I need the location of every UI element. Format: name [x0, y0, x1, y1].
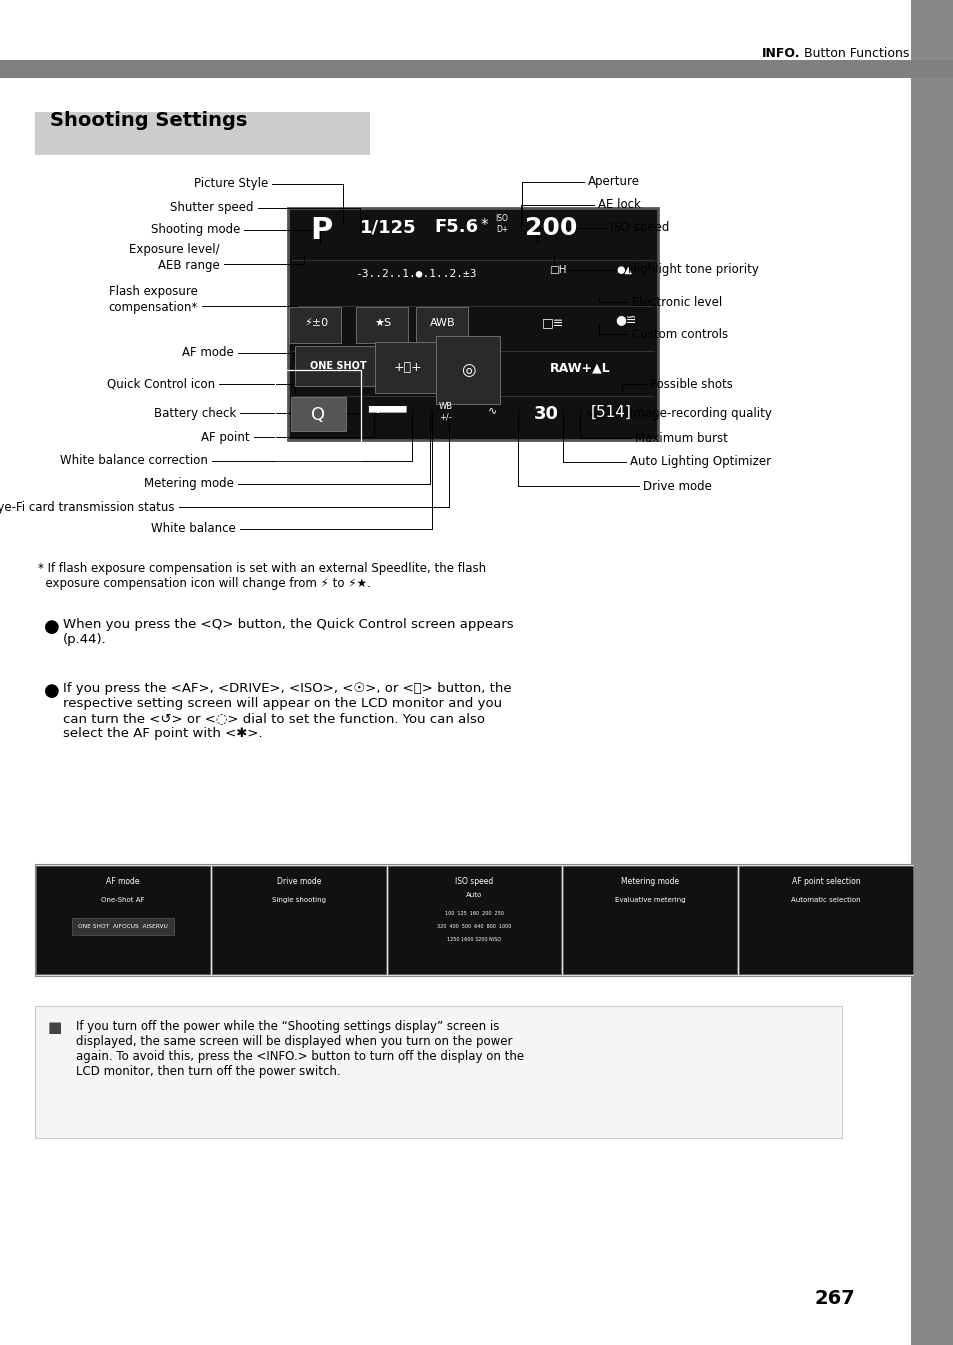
Text: D+: D+: [496, 225, 508, 234]
Text: Single shooting: Single shooting: [272, 897, 325, 902]
Text: 1/125: 1/125: [359, 218, 416, 235]
Text: Eye-Fi card transmission status: Eye-Fi card transmission status: [0, 500, 174, 514]
Text: -3..2..1.●.1..2.±3: -3..2..1.●.1..2.±3: [355, 268, 476, 278]
Text: When you press the <Q> button, the Quick Control screen appears
(p.44).: When you press the <Q> button, the Quick…: [63, 617, 513, 646]
Text: Drive mode: Drive mode: [276, 877, 320, 886]
Text: If you turn off the power while the “Shooting settings display” screen is
displa: If you turn off the power while the “Sho…: [76, 1020, 523, 1077]
Text: 267: 267: [814, 1289, 855, 1307]
Text: Evaluative metering: Evaluative metering: [615, 897, 685, 902]
Text: □H: □H: [549, 265, 566, 274]
Text: +⌖+: +⌖+: [394, 360, 422, 374]
Text: Custom controls: Custom controls: [631, 327, 727, 340]
Text: ◎: ◎: [460, 360, 475, 379]
Text: AWB: AWB: [430, 317, 456, 328]
Text: AF point selection: AF point selection: [791, 877, 860, 886]
Text: ONE SHOT: ONE SHOT: [310, 360, 366, 371]
FancyBboxPatch shape: [289, 307, 340, 343]
Text: Shutter speed: Shutter speed: [171, 202, 253, 214]
Text: Maximum burst: Maximum burst: [635, 432, 727, 444]
Text: Automatic selection: Automatic selection: [790, 897, 860, 902]
Text: INFO.: INFO.: [761, 47, 800, 61]
Bar: [387, 866, 560, 974]
Bar: [35, 863, 913, 976]
Text: ISO: ISO: [495, 214, 508, 223]
Text: Aperture: Aperture: [587, 175, 639, 188]
Text: ISO speed: ISO speed: [455, 877, 493, 886]
FancyBboxPatch shape: [355, 307, 408, 343]
Text: ●: ●: [44, 617, 60, 636]
Text: ⚡±0: ⚡±0: [304, 317, 328, 328]
Bar: [563, 866, 737, 974]
Text: Quick Control icon: Quick Control icon: [107, 378, 214, 390]
Bar: [288, 208, 658, 440]
Text: Shooting mode: Shooting mode: [151, 223, 240, 237]
Text: Battery check: Battery check: [153, 406, 235, 420]
Text: AE lock: AE lock: [598, 199, 640, 211]
Text: White balance correction: White balance correction: [60, 455, 208, 468]
Text: RAW+▲L: RAW+▲L: [549, 360, 610, 374]
Bar: [0, 61, 953, 78]
Text: AF mode: AF mode: [182, 347, 233, 359]
Text: Button Functions: Button Functions: [800, 47, 908, 61]
Text: Picture Style: Picture Style: [193, 178, 268, 191]
Text: ●▲: ●▲: [616, 265, 631, 274]
Text: White balance: White balance: [152, 522, 235, 535]
Text: ●≌: ●≌: [615, 313, 636, 327]
Text: 100  125  160  200  250: 100 125 160 200 250: [445, 911, 503, 916]
Text: ★S: ★S: [374, 317, 391, 328]
Text: ▀▀▀▀: ▀▀▀▀: [367, 405, 406, 418]
Bar: [212, 866, 385, 974]
Bar: [910, 0, 953, 1345]
Text: 30: 30: [533, 405, 558, 422]
Text: Flash exposure: Flash exposure: [109, 285, 198, 299]
Text: □≡: □≡: [541, 316, 563, 330]
Text: * If flash exposure compensation is set with an external Speedlite, the flash
  : * If flash exposure compensation is set …: [38, 562, 486, 590]
Text: [514]: [514]: [590, 405, 631, 420]
Text: AF point: AF point: [201, 430, 250, 444]
Text: Auto Lighting Optimizer: Auto Lighting Optimizer: [629, 456, 770, 468]
Text: Auto: Auto: [466, 892, 482, 898]
Text: Shooting Settings: Shooting Settings: [50, 112, 247, 130]
Bar: [35, 1006, 841, 1138]
Text: Highlight tone priority: Highlight tone priority: [627, 264, 758, 277]
Text: Image-recording quality: Image-recording quality: [629, 408, 771, 421]
Text: Possible shots: Possible shots: [649, 378, 732, 390]
Text: One-Shot AF: One-Shot AF: [101, 897, 145, 902]
Text: Metering mode: Metering mode: [620, 877, 679, 886]
Text: 320  400  500  640  800  1000: 320 400 500 640 800 1000: [436, 924, 511, 929]
Text: Electronic level: Electronic level: [631, 296, 721, 308]
Text: *: *: [479, 218, 487, 233]
Text: AEB range: AEB range: [158, 260, 220, 272]
FancyBboxPatch shape: [416, 307, 468, 343]
Text: ●: ●: [44, 682, 60, 699]
Bar: [739, 866, 912, 974]
Text: ■: ■: [48, 1020, 62, 1036]
Text: P: P: [310, 217, 332, 245]
Text: Exposure level/: Exposure level/: [130, 243, 220, 256]
Text: AF mode: AF mode: [106, 877, 139, 886]
Text: Q: Q: [311, 406, 325, 424]
Text: 1250 1600 3200 NISO: 1250 1600 3200 NISO: [447, 937, 501, 941]
Text: ∿: ∿: [488, 405, 497, 416]
Text: Drive mode: Drive mode: [642, 480, 711, 492]
Text: Metering mode: Metering mode: [144, 477, 233, 491]
Text: WB
+/-: WB +/-: [438, 402, 453, 421]
Text: ONE SHOT  AIFOCUS  AISERVU: ONE SHOT AIFOCUS AISERVU: [78, 924, 168, 929]
Text: compensation*: compensation*: [109, 301, 198, 313]
Text: ISO speed: ISO speed: [609, 222, 669, 234]
Text: 200: 200: [524, 217, 577, 239]
Bar: [35, 112, 370, 155]
Bar: [36, 866, 210, 974]
Text: F5.6: F5.6: [434, 218, 477, 235]
FancyBboxPatch shape: [291, 397, 346, 430]
Text: If you press the <AF>, <DRIVE>, <ISO>, <☉>, or <⌗> button, the
respective settin: If you press the <AF>, <DRIVE>, <ISO>, <…: [63, 682, 511, 740]
